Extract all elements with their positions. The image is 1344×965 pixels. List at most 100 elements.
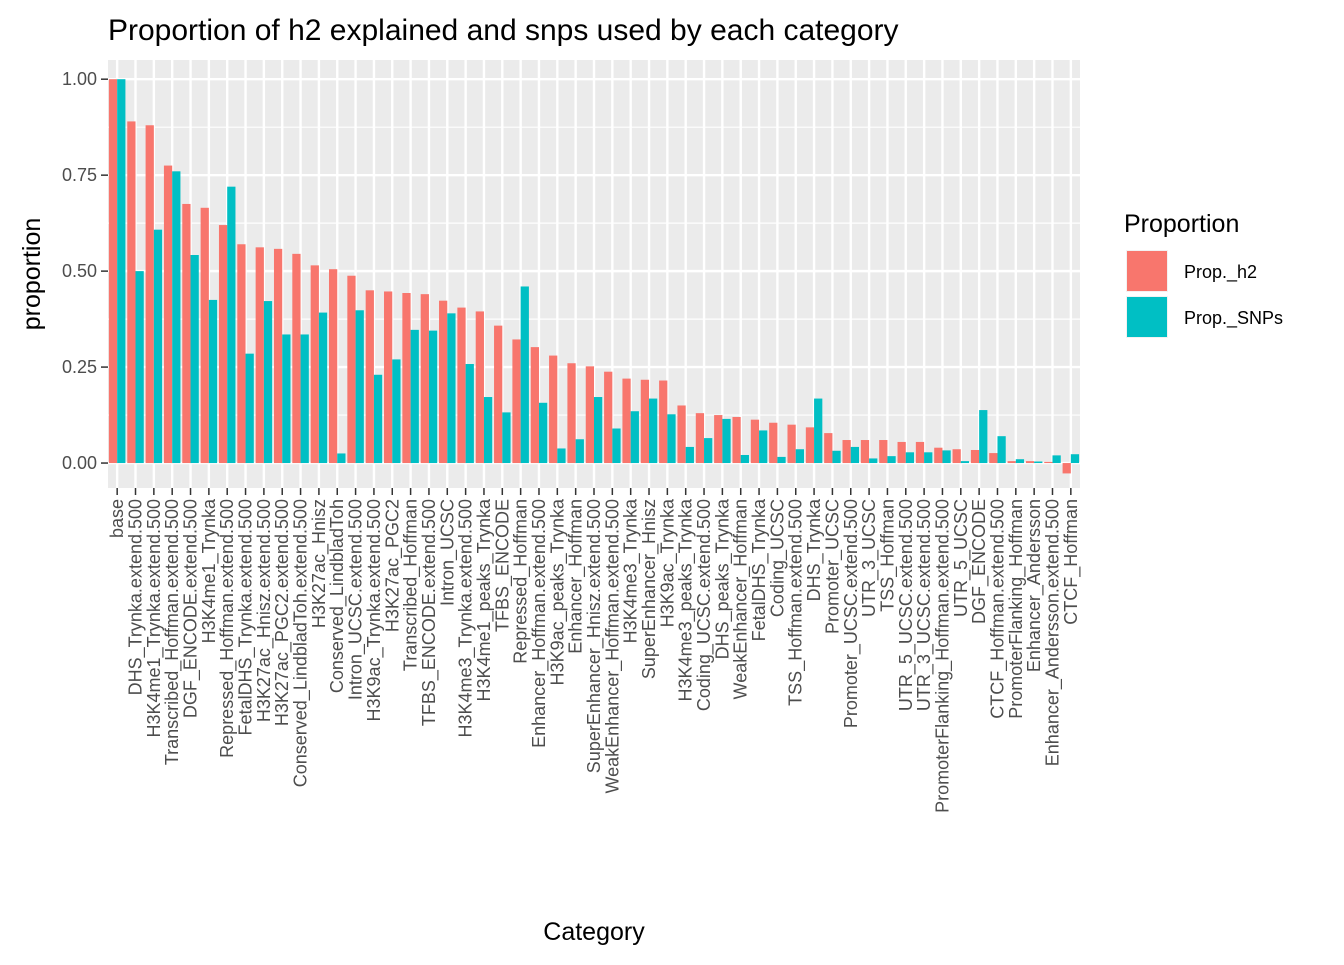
x-tick-label: H3K4me3_Trynka: [621, 498, 642, 643]
legend-swatch: [1127, 297, 1167, 337]
x-tick-label: WeakEnhancer_Hoffman.extend.500: [602, 499, 623, 794]
x-tick-label: UTR_5_UCSC: [951, 499, 972, 617]
x-tick-label: base: [107, 499, 127, 538]
bar-Prop._SNPs: [905, 452, 915, 464]
x-tick-label: SuperEnhancer_Hnisz: [639, 499, 660, 679]
bar-Prop._h2: [439, 300, 448, 464]
bar-Prop._h2: [530, 347, 539, 464]
bar-Prop._SNPs: [227, 186, 236, 464]
x-tick-label: DGF_ENCODE.extend.500: [181, 499, 202, 718]
bar-Prop._h2: [989, 453, 998, 464]
bar-Prop._SNPs: [759, 430, 768, 464]
x-tick-label: Intron_UCSC.extend.500: [346, 499, 367, 700]
x-tick-label: CTCF_Hoffman.extend.500: [987, 499, 1008, 719]
y-tick-label: 0.75: [62, 165, 97, 185]
x-tick-label: Enhancer_Andersson.extend.500: [1042, 499, 1063, 766]
bars: [108, 79, 1080, 474]
x-tick-label: DHS_Trynka: [804, 498, 825, 601]
bar-Prop._SNPs: [502, 412, 511, 464]
bar-Prop._SNPs: [979, 410, 988, 464]
x-tick-label: Enhancer_Hoffman: [566, 499, 587, 654]
bar-Prop._SNPs: [410, 329, 419, 464]
bar-Prop._h2: [824, 433, 833, 464]
bar-Prop._h2: [218, 225, 228, 464]
chart-title: Proportion of h2 explained and snps used…: [108, 14, 899, 47]
x-tick-label: Transcribed_Hoffman.extend.500: [162, 499, 183, 765]
legend-swatch: [1127, 251, 1167, 291]
bar-Prop._SNPs: [300, 334, 309, 464]
bar-Prop._h2: [1025, 461, 1035, 464]
bar-Prop._h2: [732, 416, 741, 464]
bar-Prop._SNPs: [997, 436, 1006, 464]
legend-label: Prop._SNPs: [1184, 308, 1283, 329]
legend-label: Prop._h2: [1184, 262, 1257, 283]
bar-Prop._SNPs: [1070, 454, 1080, 464]
bar-Prop._SNPs: [1052, 455, 1061, 464]
bar-Prop._SNPs: [960, 461, 970, 464]
bar-Prop._h2: [934, 447, 943, 464]
bar-Prop._h2: [952, 449, 961, 464]
bar-Prop._h2: [420, 294, 429, 464]
bar-Prop._h2: [1062, 463, 1071, 474]
bar-Prop._h2: [402, 293, 411, 464]
bar-Prop._h2: [273, 248, 283, 464]
x-axis: baseDHS_Trynka.extend.500H3K4me1_Trynka.…: [107, 488, 1082, 813]
bar-Prop._h2: [328, 269, 338, 464]
bar-Prop._SNPs: [612, 428, 621, 464]
x-tick-label: PromoterFlanking_Hoffman.extend.500: [932, 499, 953, 813]
bar-Prop._SNPs: [832, 450, 841, 464]
bar-Prop._SNPs: [814, 398, 823, 464]
x-tick-label: FetalDHS_Trynka.extend.500: [236, 499, 257, 735]
legend-title: Proportion: [1124, 210, 1239, 238]
bar-Prop._SNPs: [869, 458, 878, 464]
bar-Prop._SNPs: [649, 398, 658, 464]
x-tick-label: PromoterFlanking_Hoffman: [1006, 499, 1027, 719]
bar-Prop._h2: [622, 378, 631, 464]
bar-Prop._SNPs: [318, 312, 328, 464]
bar-Prop._SNPs: [795, 449, 804, 464]
bar-Prop._SNPs: [685, 446, 694, 464]
bar-Prop._h2: [750, 419, 760, 464]
bar-Prop._SNPs: [594, 397, 603, 464]
x-tick-label: H3K4me1_Trynka.extend.500: [144, 499, 165, 737]
bar-Prop._h2: [805, 427, 815, 464]
bar-Prop._SNPs: [557, 448, 566, 464]
bar-Prop._SNPs: [172, 171, 181, 464]
bar-Prop._h2: [567, 363, 576, 464]
x-tick-label: TFBS_ENCODE.extend.500: [419, 499, 440, 726]
x-tick-label: Coding_UCSC.extend.500: [694, 499, 715, 711]
bar-Prop._h2: [549, 355, 558, 464]
bar-Prop._SNPs: [630, 411, 639, 464]
bar-Prop._SNPs: [135, 271, 144, 464]
bar-Prop._h2: [145, 125, 154, 464]
bar-Prop._SNPs: [447, 313, 456, 464]
bar-Prop._SNPs: [117, 79, 126, 464]
bar-Prop._h2: [695, 413, 705, 464]
bar-Prop._h2: [384, 291, 393, 464]
bar-Prop._h2: [677, 405, 686, 464]
x-tick-label: WeakEnhancer_Hoffman: [731, 499, 752, 699]
y-tick-label: 1.00: [62, 69, 97, 89]
x-tick-label: CTCF_Hoffman: [1061, 499, 1082, 625]
bar-Prop._SNPs: [282, 334, 291, 464]
bar-Prop._SNPs: [373, 374, 383, 464]
legend: Proportion Prop._h2 Prop._SNPs: [1124, 210, 1283, 338]
bar-Prop._h2: [127, 121, 136, 464]
x-tick-label: H3K9ac_Trynka.extend.500: [364, 499, 385, 721]
bar-Prop._SNPs: [465, 364, 474, 464]
bar-Prop._h2: [585, 366, 594, 464]
bar-Prop._SNPs: [1015, 459, 1025, 464]
bar-Prop._SNPs: [355, 310, 364, 464]
bar-Prop._SNPs: [153, 229, 163, 464]
x-tick-label: TFBS_ENCODE: [492, 499, 513, 632]
x-tick-label: Coding_UCSC: [767, 499, 788, 617]
x-tick-label: H3K4me3_peaks_Trynka: [676, 498, 697, 701]
bar-Prop._SNPs: [704, 438, 713, 464]
x-tick-label: Enhancer_Hoffman.extend.500: [529, 499, 550, 748]
x-tick-label: Promoter_UCSC.extend.500: [841, 499, 862, 728]
x-tick-label: Promoter_UCSC: [822, 499, 843, 634]
bar-Prop._SNPs: [850, 446, 860, 464]
bar-Prop._h2: [860, 440, 870, 464]
bar-Prop._h2: [365, 290, 374, 464]
bar-Prop._h2: [494, 325, 503, 464]
